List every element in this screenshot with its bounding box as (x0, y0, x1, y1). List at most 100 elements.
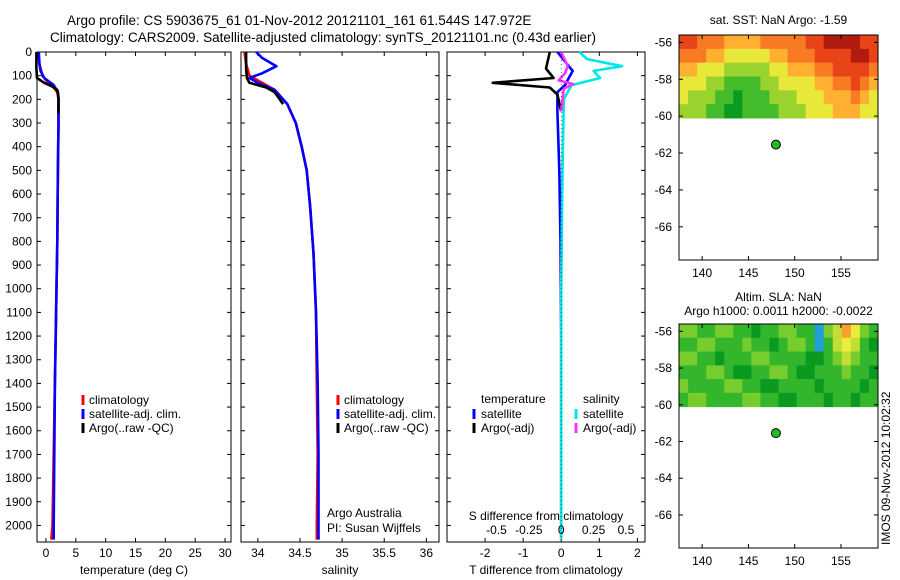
heat-cell (688, 35, 698, 50)
y-tick-label: 1100 (6, 305, 32, 319)
heat-cell (868, 48, 879, 64)
heat-cell (715, 48, 725, 64)
heat-cell (814, 337, 825, 353)
heat-cell (697, 35, 707, 50)
x-tick-label: 145 (738, 554, 758, 568)
heat-cell (814, 324, 825, 339)
heat-cell (814, 104, 825, 119)
heat-cell (850, 324, 861, 339)
heat-cell (733, 104, 743, 119)
heat-cell (769, 392, 779, 408)
heat-cell (778, 365, 789, 380)
heat-cell (769, 90, 779, 105)
heat-cell (688, 379, 698, 394)
x-tick-label: 2 (634, 546, 641, 560)
heat-cell (823, 35, 834, 50)
heat-cell (706, 62, 716, 77)
heat-cell (679, 90, 689, 105)
legend-salinity-title: salinity (583, 392, 620, 406)
legend-label: climatology (344, 393, 404, 407)
heat-cell (715, 379, 725, 394)
heat-cell (805, 90, 816, 105)
heat-cell (706, 392, 716, 408)
heat-cell (733, 48, 743, 64)
heat-cell (778, 379, 789, 394)
heat-cell (706, 48, 716, 64)
heat-cell (688, 337, 698, 353)
heat-cell (832, 48, 843, 64)
heat-cell (697, 62, 707, 77)
y-tick-label: -58 (655, 361, 673, 375)
difference-series-3 (557, 51, 575, 112)
heat-cell (751, 62, 761, 77)
x-tick-label: 10 (99, 546, 113, 560)
y-tick-label: -56 (655, 35, 673, 49)
heat-cell (787, 379, 798, 394)
heat-cell (841, 48, 852, 64)
heat-cell (823, 48, 834, 64)
heat-cell (778, 392, 789, 408)
heat-cell (760, 76, 770, 91)
heat-cell (697, 365, 707, 380)
heat-cell (778, 337, 789, 353)
heat-cell (742, 90, 752, 105)
plots: 0100200300400500600700800900100011001200… (5, 13, 879, 577)
heat-cell (751, 104, 761, 119)
heat-cell (805, 48, 816, 64)
y-tick-label: 1700 (5, 447, 32, 461)
heat-cell (850, 90, 861, 105)
legend-label: satellite (583, 407, 624, 421)
difference-top-xlabel: S difference from climatology (469, 509, 624, 523)
x-tick-label: -2 (480, 546, 491, 560)
heat-cell (823, 365, 834, 380)
heat-cell (868, 90, 879, 105)
heat-cell (715, 324, 725, 339)
heat-cell (787, 324, 798, 339)
heat-cell (814, 35, 825, 50)
heat-cell (787, 35, 798, 50)
heat-cell (814, 392, 825, 408)
heat-cell (769, 337, 779, 353)
heat-cell (868, 76, 879, 91)
heat-cell (679, 365, 689, 380)
x-tick-label: 140 (692, 554, 712, 568)
heat-cell (697, 392, 707, 408)
heat-cell (679, 35, 689, 50)
y-tick-label: -66 (655, 508, 673, 522)
heat-cell (805, 351, 816, 366)
heat-cell (733, 379, 743, 394)
heat-cell (778, 104, 789, 119)
heat-cell (769, 48, 779, 64)
heat-cell (679, 104, 689, 119)
heat-cell (778, 90, 789, 105)
heat-cell (832, 365, 843, 380)
heat-cell (787, 337, 798, 353)
heat-cell (832, 392, 843, 408)
heat-cell (733, 76, 743, 91)
heat-cell (706, 90, 716, 105)
temperature-xlabel: temperature (deg C) (80, 563, 188, 577)
heat-cell (859, 324, 870, 339)
heat-cell (868, 392, 879, 408)
heat-cell (688, 48, 698, 64)
heat-cell (796, 90, 807, 105)
heat-cell (769, 104, 779, 119)
heat-cell (796, 337, 807, 353)
x-tick-label: 36 (420, 546, 434, 560)
heat-cell (778, 35, 789, 50)
heat-cell (724, 90, 734, 105)
y-tick-label: 1200 (5, 329, 32, 343)
heat-cell (697, 76, 707, 91)
heat-cell (679, 76, 689, 91)
legend-label: Argo(..raw -QC) (89, 421, 174, 435)
heat-cell (778, 62, 789, 77)
heat-cell (805, 392, 816, 408)
heat-cell (751, 48, 761, 64)
x-tick-label: 0 (43, 546, 50, 560)
heat-cell (688, 324, 698, 339)
y-tick-label: 600 (12, 187, 32, 201)
heat-cell (868, 62, 879, 77)
difference-xlabel: T difference from climatology (469, 563, 623, 577)
heat-cell (814, 90, 825, 105)
